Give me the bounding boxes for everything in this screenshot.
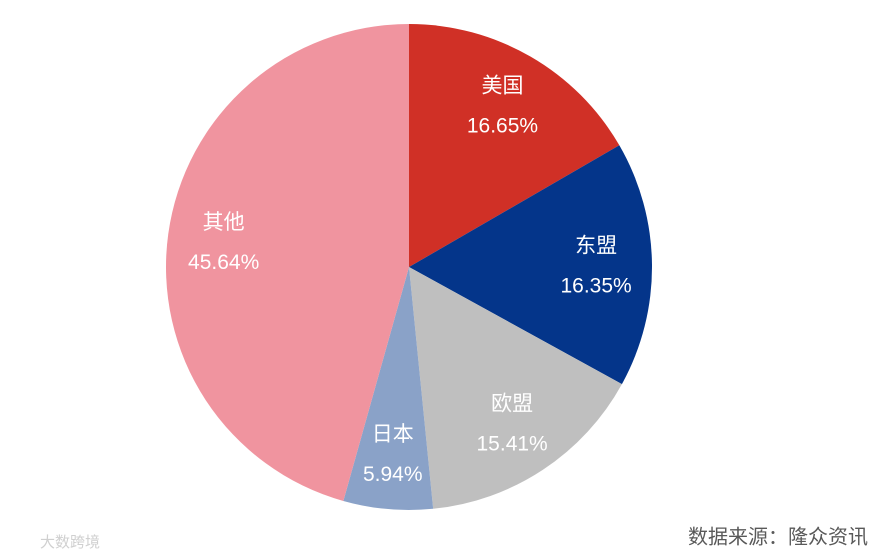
pie-slice (409, 267, 622, 509)
watermark: 大数跨境 (40, 533, 100, 551)
slice-category-label: 欧盟 (491, 393, 533, 416)
slice-value-label: 16.65% (467, 114, 538, 137)
pie-slice (409, 24, 620, 267)
slice-category-label: 美国 (481, 74, 523, 97)
slice-value-label: 5.94% (363, 463, 423, 486)
slice-value-label: 45.64% (188, 251, 259, 274)
pie-slice (409, 145, 652, 385)
slice-category-label: 东盟 (575, 235, 617, 258)
pie-slice (343, 267, 434, 510)
slice-value-label: 15.41% (477, 433, 548, 456)
slice-value-label: 16.35% (560, 275, 631, 298)
pie-slice (166, 24, 409, 501)
slice-category-label: 其他 (203, 211, 245, 234)
source-note: 数据来源：隆众资讯 (688, 525, 868, 548)
slice-category-label: 日本 (372, 423, 414, 446)
